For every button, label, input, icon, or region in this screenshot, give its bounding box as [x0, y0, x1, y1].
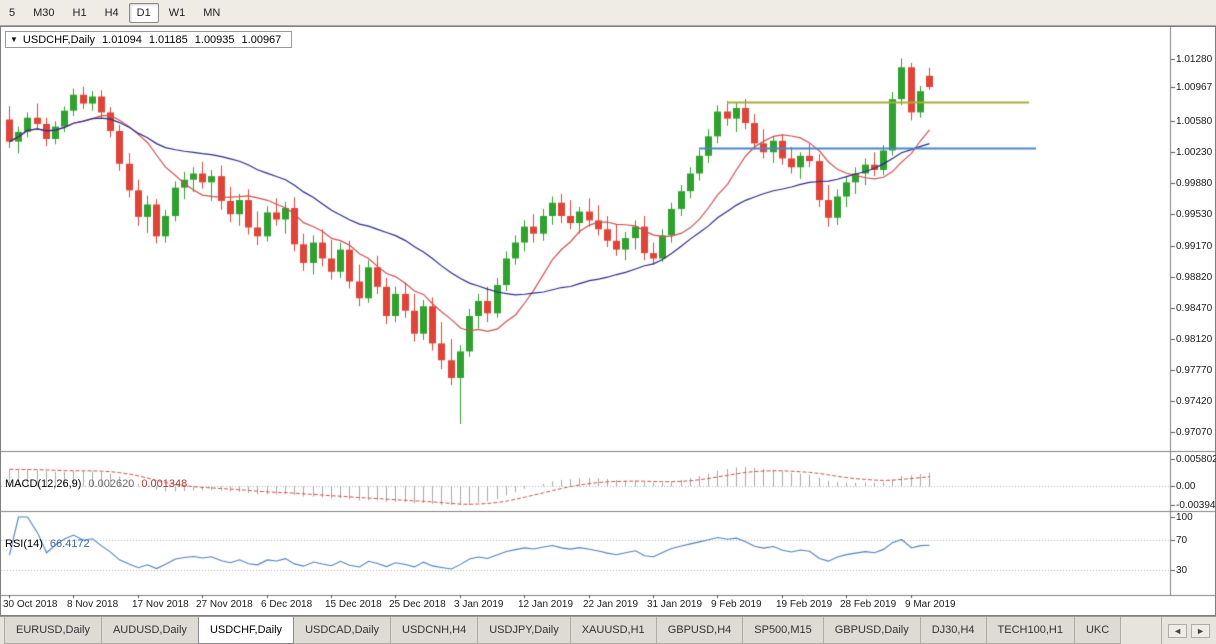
tab-scroll-buttons: ◄ ►	[1161, 617, 1216, 644]
timeframe-button-mn[interactable]: MN	[203, 6, 221, 19]
timeframe-button-h4[interactable]: H4	[104, 6, 119, 19]
symbol-tab-usdchf[interactable]: USDCHF,Daily	[197, 617, 295, 644]
timeframe-button-5[interactable]: 5	[9, 6, 16, 19]
chart-close-value: 1.00967	[241, 33, 282, 46]
chart-menu-icon[interactable]: ▼	[10, 35, 18, 44]
timeframe-button-h1[interactable]: H1	[72, 6, 87, 19]
symbol-tab-gbpusd[interactable]: GBPUSD,Daily	[822, 617, 921, 644]
chart-symbol-label: USDCHF,Daily	[22, 33, 96, 46]
rsi-name: RSI(14)	[5, 538, 43, 550]
symbol-tab-usdjpy[interactable]: USDJPY,Daily	[477, 617, 571, 644]
price-chart-canvas[interactable]	[1, 27, 1216, 617]
tab-scroll-right-button[interactable]: ►	[1191, 623, 1210, 638]
chart-window: 1.01280 1.00967 1.00580 1.00230 0.99880 0.995…	[0, 26, 1216, 617]
macd-signal-value: 0.001348	[141, 478, 188, 490]
timeframe-toolbar: 5 M30 H1 H4 D1 W1 MN	[0, 0, 1216, 26]
symbol-tab-usdcad[interactable]: USDCAD,Daily	[293, 617, 392, 644]
symbol-tab-xauusd[interactable]: XAUUSD,H1	[569, 617, 657, 644]
symbol-tab-tech100[interactable]: TECH100,H1	[985, 617, 1075, 644]
symbol-tab-bar: EURUSD,Daily AUDUSD,Daily USDCHF,Daily USDC…	[0, 616, 1216, 644]
macd-main-value: 0.002620	[88, 478, 135, 490]
symbol-tab-eurusd[interactable]: EURUSD,Daily	[4, 617, 102, 644]
timeframe-button-d1[interactable]: D1	[128, 2, 159, 23]
tab-scroll-left-button[interactable]: ◄	[1168, 623, 1188, 638]
macd-indicator-label: MACD(12,26,9) 0.002620 0.001348	[5, 478, 187, 490]
rsi-value: 66.4172	[49, 538, 90, 550]
chart-open-value: 1.01094	[102, 33, 142, 46]
timeframe-button-w1[interactable]: W1	[168, 6, 186, 19]
chart-title-bar: ▼ USDCHF,Daily 1.01094 1.01185 1.00935 1…	[5, 31, 293, 48]
symbol-tab-sp500[interactable]: SP500,M15	[742, 617, 824, 644]
symbol-tab-ukc[interactable]: UKC	[1073, 617, 1122, 644]
symbol-tab-usdcnh[interactable]: USDCNH,H4	[390, 617, 479, 644]
macd-name: MACD(12,26,9)	[5, 478, 82, 490]
chart-low-value: 1.00935	[194, 33, 235, 46]
symbol-tab-gbpusd[interactable]: GBPUSD,H4	[655, 617, 744, 644]
timeframe-button-m30[interactable]: M30	[33, 6, 55, 19]
chart-high-value: 1.01185	[148, 33, 188, 46]
symbol-tab-dj30[interactable]: DJ30,H4	[919, 617, 987, 644]
symbol-tabs: EURUSD,Daily AUDUSD,Daily USDCHF,Daily USDC…	[0, 617, 1161, 644]
rsi-indicator-label: RSI(14) 66.4172	[5, 538, 90, 550]
symbol-tab-audusd[interactable]: AUDUSD,Daily	[100, 617, 199, 644]
